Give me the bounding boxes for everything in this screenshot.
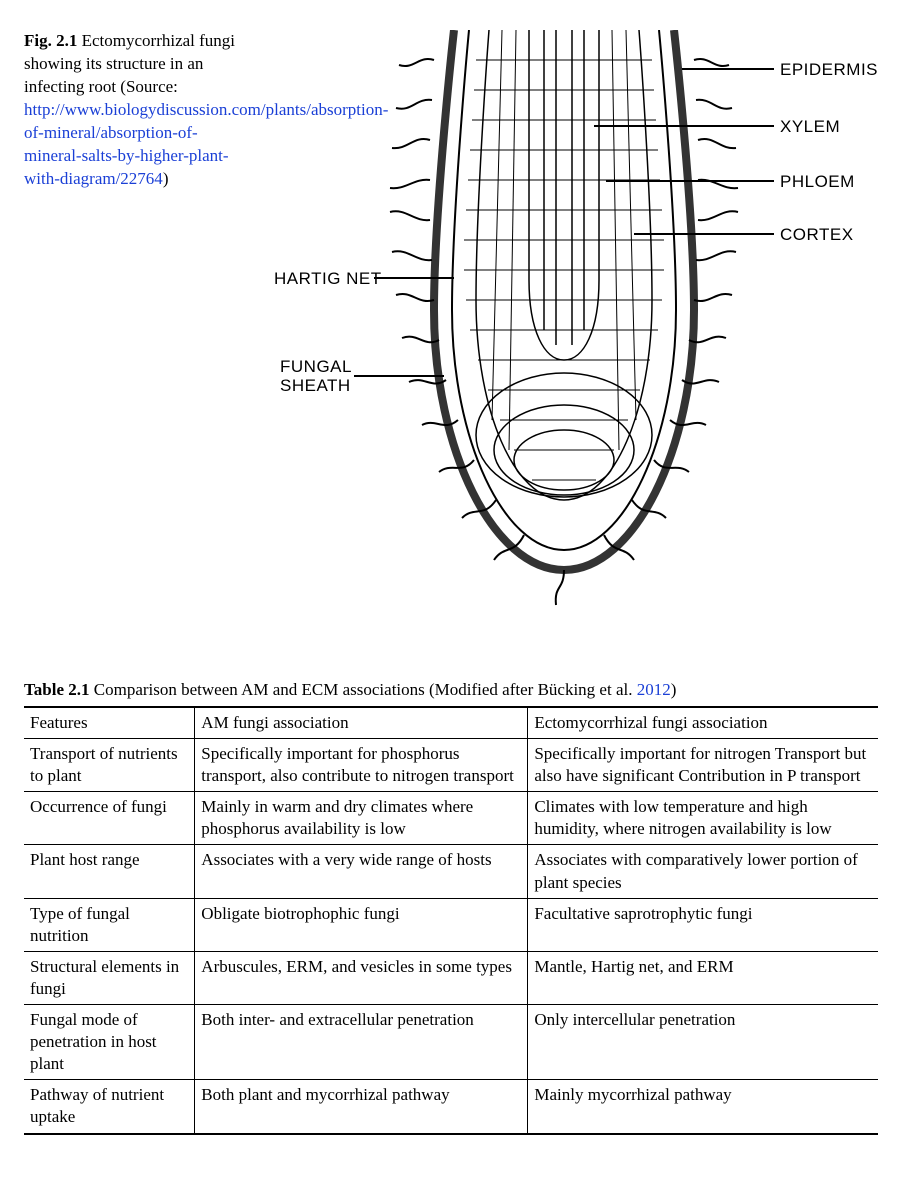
table-cell: Climates with low temperature and high h… xyxy=(528,792,878,845)
table-row: Pathway of nutrient uptake Both plant an… xyxy=(24,1080,878,1134)
label-xylem: XYLEM xyxy=(780,117,840,137)
table-row: Structural elements in fungi Arbuscules,… xyxy=(24,951,878,1004)
table-cell: Obligate biotrophophic fungi xyxy=(195,898,528,951)
table-cell: Mainly mycorrhizal pathway xyxy=(528,1080,878,1134)
table-cell: Pathway of nutrient uptake xyxy=(24,1080,195,1134)
figure-label: Fig. 2.1 xyxy=(24,31,77,50)
root-diagram: EPIDERMIS XYLEM PHLOEM CORTEX HARTIG NET… xyxy=(274,30,878,620)
figure-block: Fig. 2.1 Ectomycorrhizal fungi showing i… xyxy=(24,30,878,620)
table-cell: Specifically important for nitrogen Tran… xyxy=(528,739,878,792)
label-epidermis: EPIDERMIS xyxy=(780,60,878,80)
table-label: Table 2.1 xyxy=(24,680,90,699)
table-cell: Mantle, Hartig net, and ERM xyxy=(528,951,878,1004)
figure-caption: Fig. 2.1 Ectomycorrhizal fungi showing i… xyxy=(24,30,254,191)
table-cell: Occurrence of fungi xyxy=(24,792,195,845)
table-header-cell: AM fungi association xyxy=(195,707,528,739)
table-cell: Both inter- and extracellular penetratio… xyxy=(195,1005,528,1080)
table-cell: Associates with a very wide range of hos… xyxy=(195,845,528,898)
table-cell: Plant host range xyxy=(24,845,195,898)
table-cell: Both plant and mycorrhizal pathway xyxy=(195,1080,528,1134)
table-row: Plant host range Associates with a very … xyxy=(24,845,878,898)
table-cell: Structural elements in fungi xyxy=(24,951,195,1004)
table-caption-suffix: ) xyxy=(671,680,677,699)
table-cell: Type of fungal nutrition xyxy=(24,898,195,951)
table-cell: Only intercellular penetration xyxy=(528,1005,878,1080)
table-cell: Specifically important for phosphorus tr… xyxy=(195,739,528,792)
table-cell: Associates with comparatively lower port… xyxy=(528,845,878,898)
table-row: Type of fungal nutrition Obligate biotro… xyxy=(24,898,878,951)
table-cell: Transport of nutrients to plant xyxy=(24,739,195,792)
label-cortex: CORTEX xyxy=(780,225,854,245)
label-phloem: PHLOEM xyxy=(780,172,855,192)
table-caption-text: Comparison between AM and ECM associatio… xyxy=(94,680,637,699)
table-header-cell: Ectomycorrhizal fungi association xyxy=(528,707,878,739)
root-cross-section-icon xyxy=(384,30,744,610)
figure-caption-suffix: ) xyxy=(163,169,169,188)
table-header-row: Features AM fungi association Ectomycorr… xyxy=(24,707,878,739)
table-row: Fungal mode of penetration in host plant… xyxy=(24,1005,878,1080)
table-cell: Arbuscules, ERM, and vesicles in some ty… xyxy=(195,951,528,1004)
table-cell: Mainly in warm and dry climates where ph… xyxy=(195,792,528,845)
table-row: Transport of nutrients to plant Specific… xyxy=(24,739,878,792)
table-cell: Fungal mode of penetration in host plant xyxy=(24,1005,195,1080)
table-row: Occurrence of fungi Mainly in warm and d… xyxy=(24,792,878,845)
table-header-cell: Features xyxy=(24,707,195,739)
label-hartig-net: HARTIG NET xyxy=(274,269,382,289)
table-citation-year[interactable]: 2012 xyxy=(637,680,671,699)
table-caption: Table 2.1 Comparison between AM and ECM … xyxy=(24,680,878,700)
comparison-table: Features AM fungi association Ectomycorr… xyxy=(24,706,878,1135)
table-cell: Facultative saprotrophytic fungi xyxy=(528,898,878,951)
label-fungal-sheath: FUNGAL SHEATH xyxy=(280,358,352,395)
